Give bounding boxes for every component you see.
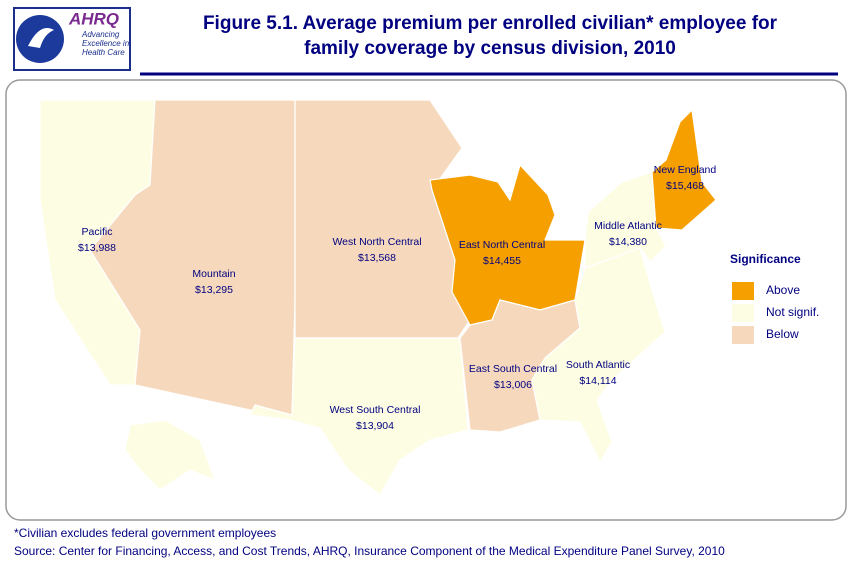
region-name: New England [654, 164, 717, 176]
region-value: $15,468 [666, 180, 704, 192]
hhs-eagle [28, 28, 54, 48]
title-line: family coverage by census division, 2010 [304, 38, 676, 59]
logo-tagline: Excellence in [82, 39, 130, 48]
legend-title: Significance [730, 252, 801, 266]
legend-swatch [732, 304, 754, 322]
region [124, 419, 217, 491]
title-line: Figure 5.1. Average premium per enrolled… [203, 13, 778, 34]
source-note: Source: Center for Financing, Access, an… [14, 544, 725, 558]
region [651, 108, 717, 231]
region-name: South Atlantic [566, 359, 630, 371]
legend-swatch [732, 282, 754, 300]
legend-swatch [732, 326, 754, 344]
region-value: $14,114 [579, 375, 616, 387]
region-name: East North Central [459, 239, 545, 251]
logo-tagline: Advancing [81, 30, 120, 39]
region [429, 163, 586, 326]
region-name: West North Central [332, 236, 421, 248]
legend-label: Below [766, 327, 799, 341]
region-name: Mountain [192, 268, 235, 280]
region-value: $14,455 [483, 255, 521, 267]
legend-label: Above [766, 283, 800, 297]
region-value: $13,988 [78, 242, 116, 254]
region [249, 337, 469, 496]
region-value: $13,006 [494, 379, 532, 391]
region-name: East South Central [469, 363, 557, 375]
legend-label: Not signif. [766, 305, 819, 319]
region [531, 247, 666, 464]
region-value: $14,380 [609, 236, 647, 248]
region-name: Pacific [82, 226, 113, 238]
logo-tagline: Health Care [82, 48, 125, 57]
footnote: *Civilian excludes federal government em… [14, 526, 276, 540]
region-name: West South Central [330, 404, 421, 416]
map: Pacific $13,988 Mountain $13,295 West North … [39, 99, 717, 496]
legend: Significance Above Not signif. Below [730, 252, 819, 344]
region-value: $13,904 [356, 420, 394, 432]
region-value: $13,295 [195, 284, 233, 296]
region [584, 171, 667, 269]
region-name: Middle Atlantic [594, 220, 662, 232]
logo-name: AHRQ [68, 9, 119, 28]
region-value: $13,568 [358, 252, 396, 264]
